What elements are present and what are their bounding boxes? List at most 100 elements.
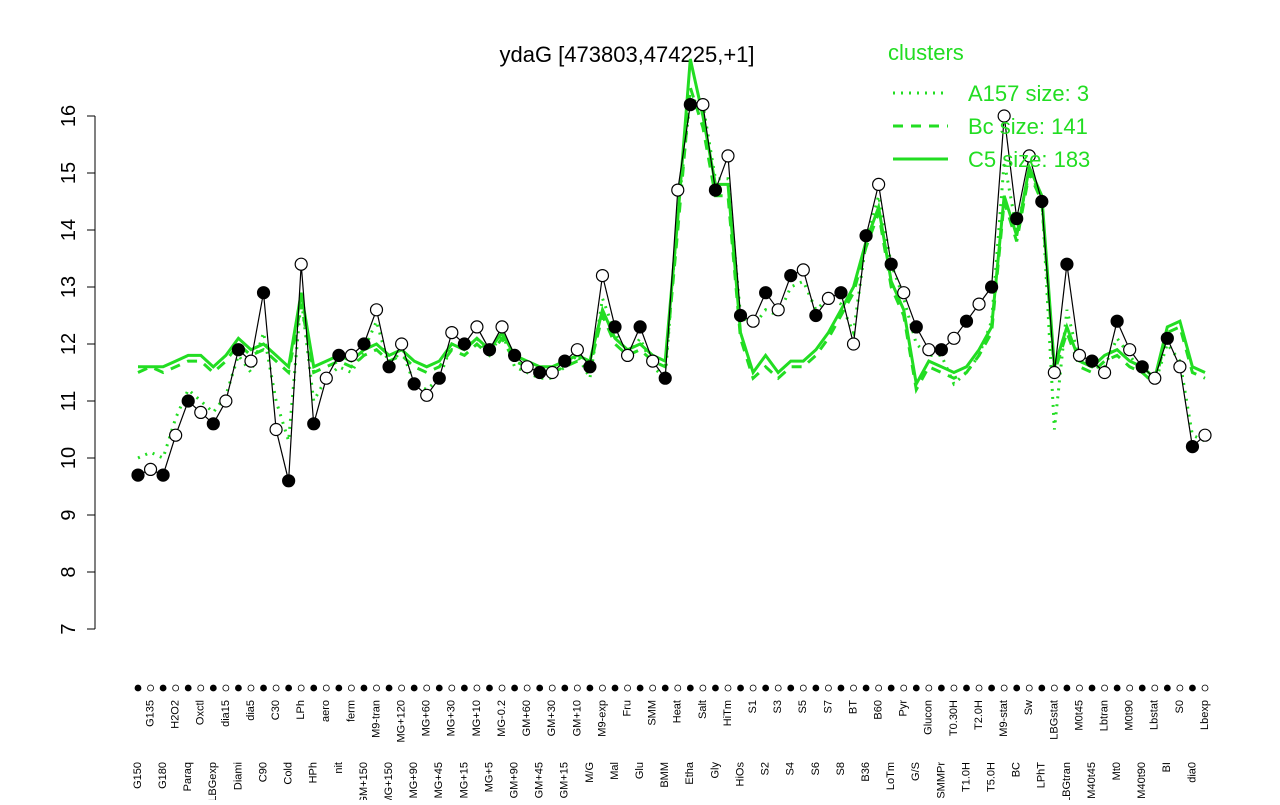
x-tick-label: Mal xyxy=(609,762,621,780)
x-tick-label: S2 xyxy=(760,762,772,775)
expression-point xyxy=(1022,149,1036,163)
x-tick-dot xyxy=(197,684,205,692)
x-tick-dot xyxy=(586,684,594,692)
expression-point xyxy=(658,371,672,385)
expression-point xyxy=(1110,314,1124,328)
x-tick-dot xyxy=(235,684,242,692)
x-tick-dot xyxy=(686,684,694,692)
expression-point xyxy=(997,109,1011,123)
expression-point xyxy=(984,280,999,294)
x-tick-label: Heat xyxy=(672,700,684,723)
y-tick-label: 11 xyxy=(58,391,80,412)
x-tick-label: BI xyxy=(1161,762,1173,772)
x-tick-label: G180 xyxy=(157,762,169,789)
x-tick-dot xyxy=(1201,684,1209,692)
x-tick-label: Lbexp xyxy=(1199,700,1211,730)
expression-point xyxy=(809,308,823,323)
x-tick-label: M9-stat xyxy=(998,700,1010,737)
x-tick-label: C90 xyxy=(257,762,269,782)
x-tick-label: BMM xyxy=(659,762,671,788)
x-tick-dot xyxy=(912,684,920,692)
expression-point xyxy=(131,468,145,482)
x-tick-dot xyxy=(147,684,154,692)
x-tick-label: MG+150 xyxy=(383,762,395,800)
expression-point xyxy=(947,331,961,345)
expression-point xyxy=(432,371,446,385)
expression-point xyxy=(872,177,886,191)
expression-point xyxy=(1097,365,1112,380)
x-tick-dot xyxy=(573,684,581,692)
x-tick-dot xyxy=(435,684,443,692)
x-tick-label: S8 xyxy=(835,762,847,775)
x-tick-label: HiOs xyxy=(734,762,746,787)
x-tick-label: GM+15 xyxy=(559,762,571,798)
x-tick-dot xyxy=(900,684,908,692)
x-tick-label: Etha xyxy=(684,761,696,785)
cluster-line xyxy=(138,58,1206,389)
x-tick-dot xyxy=(774,684,782,692)
expression-point xyxy=(859,229,873,243)
x-tick-dot xyxy=(373,684,380,692)
expression-point xyxy=(1060,257,1074,271)
x-tick-label: T0.30H xyxy=(948,700,960,736)
expression-point xyxy=(395,337,409,351)
x-tick-dot xyxy=(712,684,719,692)
x-tick-label: M9-exp xyxy=(596,700,608,737)
x-tick-dot xyxy=(1113,684,1121,692)
x-tick-dot xyxy=(887,684,895,692)
x-tick-label: S6 xyxy=(810,762,822,775)
x-tick-dot xyxy=(699,684,707,692)
expression-point xyxy=(319,371,333,385)
x-tick-label: G150 xyxy=(132,762,144,789)
x-tick-dot xyxy=(486,684,493,692)
expression-point xyxy=(533,365,547,380)
x-tick-dot xyxy=(222,684,230,692)
x-tick-label: M40t90 xyxy=(1136,762,1148,799)
x-tick-dot xyxy=(1163,684,1171,692)
expression-point xyxy=(608,320,622,334)
y-tick-label: 9 xyxy=(58,509,80,520)
expression-point xyxy=(169,428,183,442)
expression-point xyxy=(721,149,735,163)
x-tick-dot xyxy=(799,684,807,692)
x-tick-dot xyxy=(385,684,393,692)
x-tick-label: dia5 xyxy=(245,700,257,721)
x-tick-dot xyxy=(523,684,531,692)
expression-point xyxy=(934,343,948,357)
x-tick-label: GM+60 xyxy=(521,700,533,736)
x-tick-dot xyxy=(950,684,958,692)
x-tick-dot xyxy=(1126,684,1134,692)
x-tick-label: MG+30 xyxy=(446,700,458,736)
x-tick-label: B60 xyxy=(873,700,885,720)
x-tick-label: M40t45 xyxy=(1086,762,1098,799)
x-tick-label: MG+120 xyxy=(396,700,408,743)
x-tick-dot xyxy=(812,684,820,692)
x-tick-dot xyxy=(988,684,995,692)
x-tick-dot xyxy=(360,684,368,692)
x-tick-label: MG+5 xyxy=(483,762,495,792)
x-tick-dot xyxy=(260,684,267,692)
x-tick-dot xyxy=(1151,684,1159,692)
x-tick-dot xyxy=(636,684,644,692)
x-tick-label: MG+90 xyxy=(408,762,420,798)
x-tick-label: GM+10 xyxy=(571,700,583,736)
x-tick-label: ferm xyxy=(345,700,357,722)
expression-point xyxy=(696,97,710,112)
expression-point xyxy=(231,343,246,357)
x-tick-label: aero xyxy=(320,700,332,722)
x-tick-dot xyxy=(561,684,569,692)
expression-point xyxy=(1185,440,1200,454)
expression-point xyxy=(1047,365,1061,380)
x-tick-label: Oxctl xyxy=(195,700,207,725)
x-tick-dot xyxy=(1076,684,1083,692)
expression-point xyxy=(834,286,848,300)
y-tick-label: 10 xyxy=(58,447,80,469)
x-tick-dot xyxy=(762,684,770,692)
x-tick-label: MG+60 xyxy=(421,700,433,736)
x-tick-dot xyxy=(1088,684,1096,692)
expression-point xyxy=(683,97,697,112)
x-tick-dot xyxy=(247,684,255,692)
x-tick-label: C30 xyxy=(270,700,282,720)
x-tick-dot xyxy=(1189,684,1196,692)
